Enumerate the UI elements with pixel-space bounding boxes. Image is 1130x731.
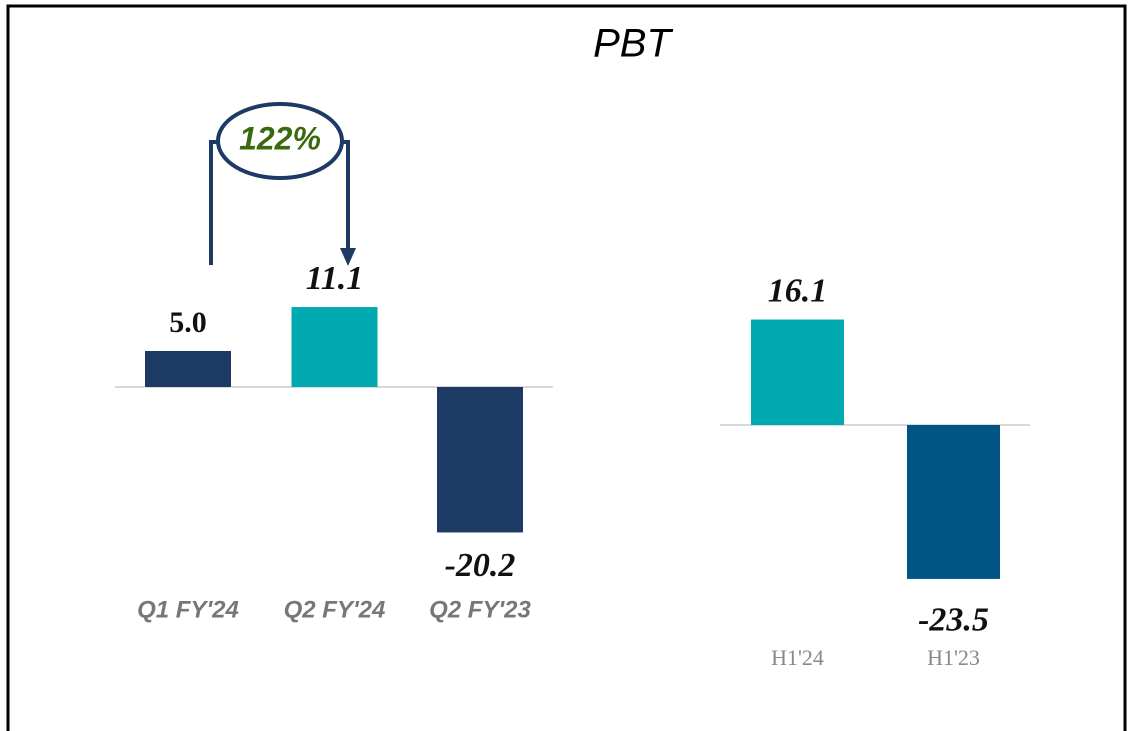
bar bbox=[907, 425, 1000, 579]
frame bbox=[6, 4, 1127, 731]
x-tick-label: H1'23 bbox=[927, 645, 980, 670]
bar bbox=[437, 387, 523, 533]
bar bbox=[751, 319, 844, 425]
annotation-line bbox=[209, 140, 218, 265]
growth-annotation: 122% bbox=[209, 102, 356, 266]
value-label: -23.5 bbox=[918, 602, 989, 639]
chart-title: PBT bbox=[593, 22, 673, 66]
bar bbox=[291, 307, 378, 387]
annotation-label: 122% bbox=[239, 120, 321, 156]
x-tick-label: Q1 FY'24 bbox=[137, 596, 239, 623]
annotation-arrow bbox=[340, 248, 356, 266]
annotation-line bbox=[342, 140, 350, 250]
x-tick-label: H1'24 bbox=[771, 645, 824, 670]
x-tick-label: Q2 FY'23 bbox=[429, 596, 531, 623]
bar bbox=[145, 351, 231, 387]
value-label: -20.2 bbox=[445, 547, 516, 584]
value-label: 16.1 bbox=[768, 272, 828, 309]
value-label: 5.0 bbox=[169, 306, 207, 339]
x-tick-label: Q2 FY'24 bbox=[284, 596, 386, 623]
value-label: 11.1 bbox=[306, 260, 364, 297]
